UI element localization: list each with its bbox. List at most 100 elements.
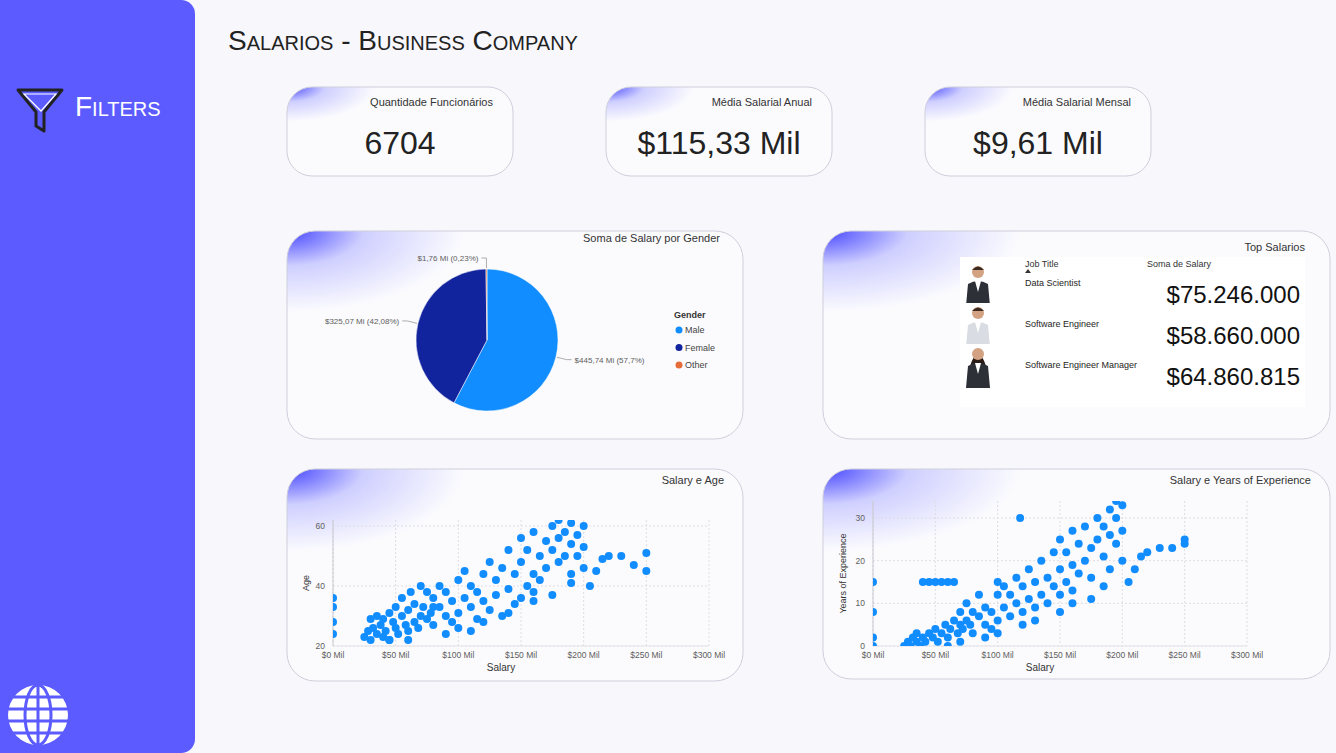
x-axis-line <box>333 646 709 647</box>
point <box>1112 514 1120 522</box>
point <box>1012 574 1020 582</box>
collar <box>975 363 981 374</box>
tick-label: $250 Mil <box>630 650 662 660</box>
point <box>382 627 390 635</box>
point <box>1087 544 1095 552</box>
point <box>410 600 418 608</box>
point <box>511 570 519 578</box>
point <box>950 578 958 586</box>
point <box>479 618 487 626</box>
point <box>492 591 500 599</box>
point <box>442 612 450 620</box>
sort-arrow <box>1025 269 1031 273</box>
globe-line <box>37 685 40 745</box>
point <box>407 588 415 596</box>
point <box>1068 587 1076 595</box>
point <box>586 582 594 590</box>
point <box>423 588 431 596</box>
point <box>1106 531 1114 539</box>
point <box>530 528 538 536</box>
point <box>1181 535 1189 543</box>
point <box>873 642 877 646</box>
point <box>536 576 544 584</box>
point <box>1168 544 1176 552</box>
globe-icon <box>8 685 68 745</box>
point <box>1006 591 1014 599</box>
tick-label: $150 Mil <box>505 650 537 660</box>
data-label: $445,74 Mi (57,7%) <box>575 356 645 365</box>
tick-label: 10 <box>856 598 866 608</box>
point <box>436 582 444 590</box>
point <box>429 603 437 611</box>
data-label: $325,07 Mi (42,08%) <box>325 317 400 326</box>
point <box>580 522 588 530</box>
points <box>873 501 1189 646</box>
point <box>479 597 487 605</box>
point <box>548 546 556 554</box>
point <box>394 630 402 638</box>
point <box>966 621 974 629</box>
tick-label: $300 Mil <box>693 650 725 660</box>
point <box>1100 582 1108 590</box>
tick-label: $0 Mil <box>322 650 345 660</box>
point <box>454 609 462 617</box>
panel <box>925 87 1151 176</box>
grid-line <box>935 501 936 646</box>
filter-icon[interactable] <box>18 90 62 131</box>
tick-label: $50 Mil <box>922 650 950 660</box>
axis-label: Salary <box>1026 662 1054 673</box>
photo <box>962 262 1016 306</box>
grid-line <box>333 526 709 527</box>
column-header[interactable]: Soma de Salary <box>1147 259 1212 269</box>
point <box>1075 540 1083 548</box>
point <box>1031 616 1039 624</box>
point <box>873 608 877 616</box>
point <box>1075 570 1083 578</box>
point <box>404 636 412 644</box>
point <box>642 567 650 575</box>
point <box>1025 565 1033 573</box>
point <box>555 520 563 524</box>
point <box>567 540 575 548</box>
point <box>536 552 544 560</box>
point <box>486 558 494 566</box>
point <box>994 616 1002 624</box>
point <box>419 603 427 611</box>
y-axis-line <box>873 501 874 646</box>
point <box>454 624 462 632</box>
point <box>498 564 506 572</box>
point <box>1087 595 1095 603</box>
point <box>1019 582 1027 590</box>
point <box>385 636 393 644</box>
column-header[interactable]: Job Title <box>1025 259 1059 269</box>
point <box>1050 548 1058 556</box>
point <box>873 633 877 641</box>
panel <box>823 231 1330 439</box>
body <box>966 363 990 388</box>
point <box>417 582 425 590</box>
tick-label: $300 Mil <box>1231 650 1263 660</box>
point <box>454 576 462 584</box>
point <box>934 638 942 646</box>
point <box>517 534 525 542</box>
sidebar-label[interactable]: Filters <box>75 91 161 122</box>
collar <box>975 322 981 333</box>
chart-title: Soma de Salary por Gender <box>583 232 720 244</box>
point <box>975 591 983 599</box>
point <box>1062 548 1070 556</box>
leader-line <box>481 258 486 268</box>
point <box>442 588 450 596</box>
point <box>1112 540 1120 548</box>
point <box>959 625 967 633</box>
chart-title: Salary e Years of Experience <box>1170 474 1311 486</box>
point <box>987 608 995 616</box>
point <box>523 546 531 554</box>
point <box>486 606 494 614</box>
head <box>972 307 984 319</box>
point <box>392 603 400 611</box>
tick-label: 0 <box>860 641 865 651</box>
point <box>573 552 581 560</box>
point <box>1112 501 1120 505</box>
point <box>479 570 487 578</box>
point <box>548 591 556 599</box>
